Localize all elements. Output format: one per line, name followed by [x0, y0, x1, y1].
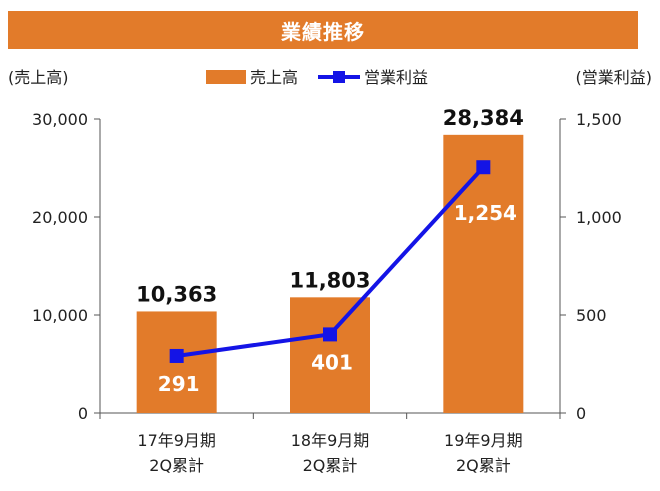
category-label: 19年9月期: [444, 431, 523, 450]
profit-marker: [169, 348, 184, 363]
left-axis-title: (売上高): [8, 68, 69, 87]
bar-value-label: 11,803: [289, 268, 370, 292]
profit-marker: [323, 327, 337, 342]
bar-value-label: 28,384: [443, 106, 524, 130]
chart-title: 業績推移: [281, 19, 365, 44]
legend-swatch-sales: [206, 70, 246, 84]
right-axis-title: (営業利益): [576, 68, 653, 87]
bar-value-label: 10,363: [136, 282, 217, 306]
right-tick-label: 500: [576, 306, 607, 325]
chart-title-bar: 業績推移: [8, 11, 638, 49]
left-tick-label: 10,000: [32, 306, 88, 325]
bar-sales: [290, 297, 370, 413]
category-label: 2Q累計: [149, 456, 204, 475]
right-tick-label: 1,500: [576, 110, 622, 129]
legend-label-sales: 売上高: [250, 68, 298, 87]
profit-value-label: 291: [158, 372, 200, 396]
left-tick-label: 30,000: [32, 110, 88, 129]
category-label: 2Q累計: [456, 456, 511, 475]
legend-label-profit: 営業利益: [364, 68, 428, 87]
profit-value-label: 1,254: [454, 201, 517, 225]
legend-marker-profit: [333, 71, 345, 83]
category-label: 17年9月期: [137, 431, 216, 450]
category-label: 2Q累計: [303, 456, 358, 475]
bar-sales: [443, 134, 524, 414]
profit-value-label: 401: [311, 350, 353, 374]
category-label: 18年9月期: [291, 431, 370, 450]
right-tick-label: 0: [576, 404, 586, 423]
left-tick-label: 0: [78, 404, 88, 423]
left-tick-label: 20,000: [32, 208, 88, 227]
profit-marker: [476, 160, 491, 175]
right-tick-label: 1,000: [576, 208, 622, 227]
